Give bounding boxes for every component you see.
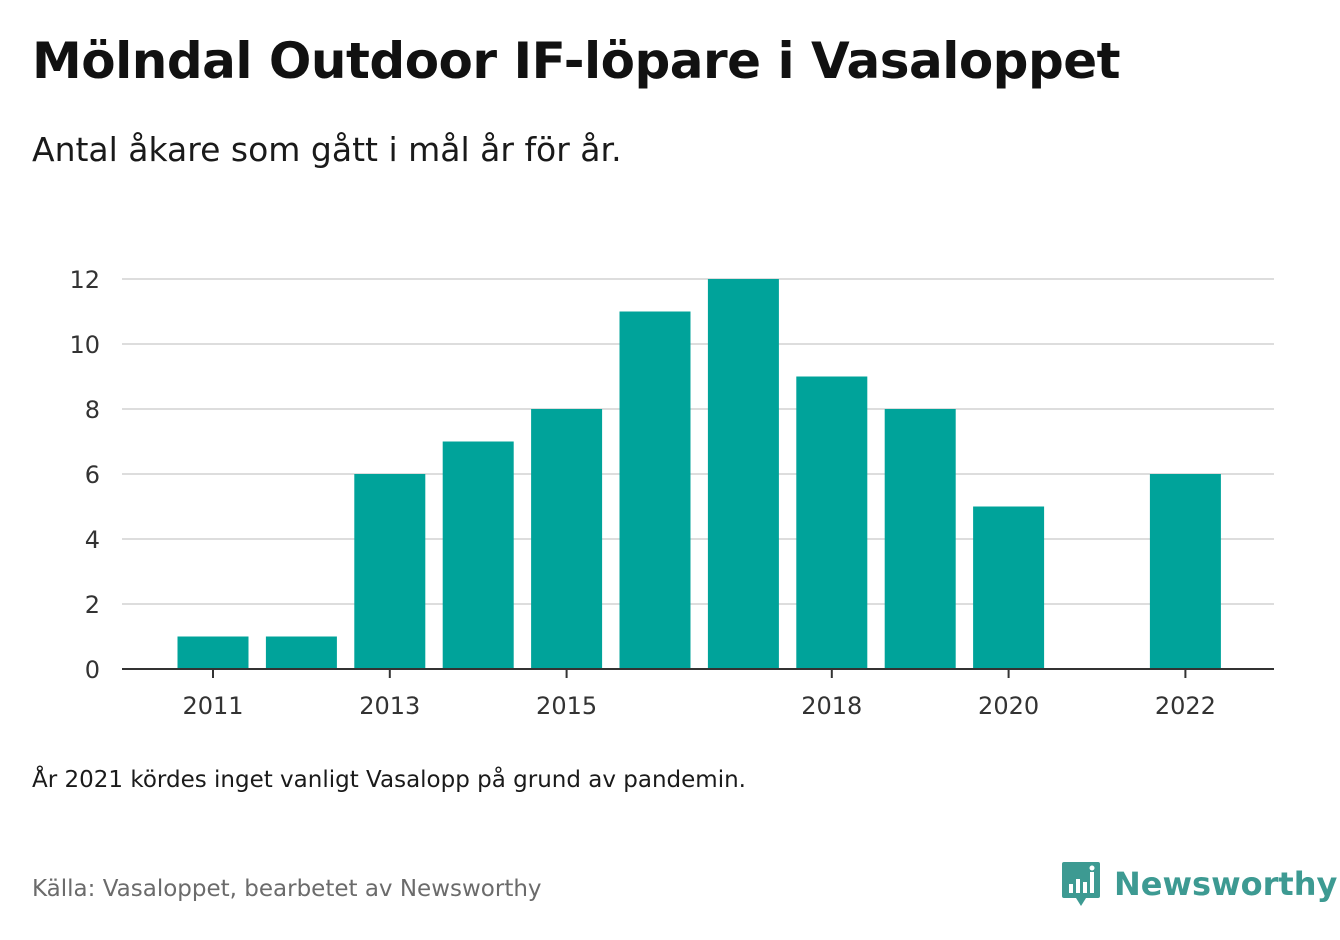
bar	[884, 409, 956, 669]
brand-logo: Newsworthy	[1060, 860, 1337, 908]
y-tick-label: 2	[85, 591, 100, 619]
y-tick-label: 4	[85, 526, 100, 554]
bar	[354, 474, 426, 669]
y-tick-label: 0	[85, 656, 100, 684]
x-tick-label: 2013	[359, 692, 420, 720]
bar	[619, 311, 691, 669]
x-tick-label: 2015	[536, 692, 597, 720]
y-tick-label: 12	[69, 266, 100, 294]
x-tick-label: 2022	[1155, 692, 1216, 720]
y-tick-label: 6	[85, 461, 100, 489]
x-tick-label: 2011	[182, 692, 243, 720]
y-tick-label: 10	[69, 331, 100, 359]
newsworthy-logo-icon	[1062, 862, 1100, 906]
chart-title: Mölndal Outdoor IF-löpare i Vasaloppet	[32, 32, 1121, 90]
bar	[1149, 474, 1221, 669]
bar	[973, 506, 1045, 669]
bar-chart: 0 2 4 6 8 10 12 2011 2013 2015 2018 2020 2022	[69, 266, 1274, 720]
bar	[177, 636, 249, 669]
bar	[531, 409, 603, 669]
bar	[707, 279, 779, 669]
bar	[442, 441, 514, 669]
chart-subtitle: Antal åkare som gått i mål år för år.	[32, 130, 622, 169]
source-text: Källa: Vasaloppet, bearbetet av Newswort…	[32, 876, 542, 902]
brand-name: Newsworthy	[1114, 865, 1338, 903]
x-tick-label: 2018	[801, 692, 862, 720]
bar	[265, 636, 337, 669]
bar	[796, 376, 868, 669]
footnote: År 2021 kördes inget vanligt Vasalopp på…	[32, 767, 746, 793]
y-tick-label: 8	[85, 396, 100, 424]
x-tick-label: 2020	[978, 692, 1039, 720]
